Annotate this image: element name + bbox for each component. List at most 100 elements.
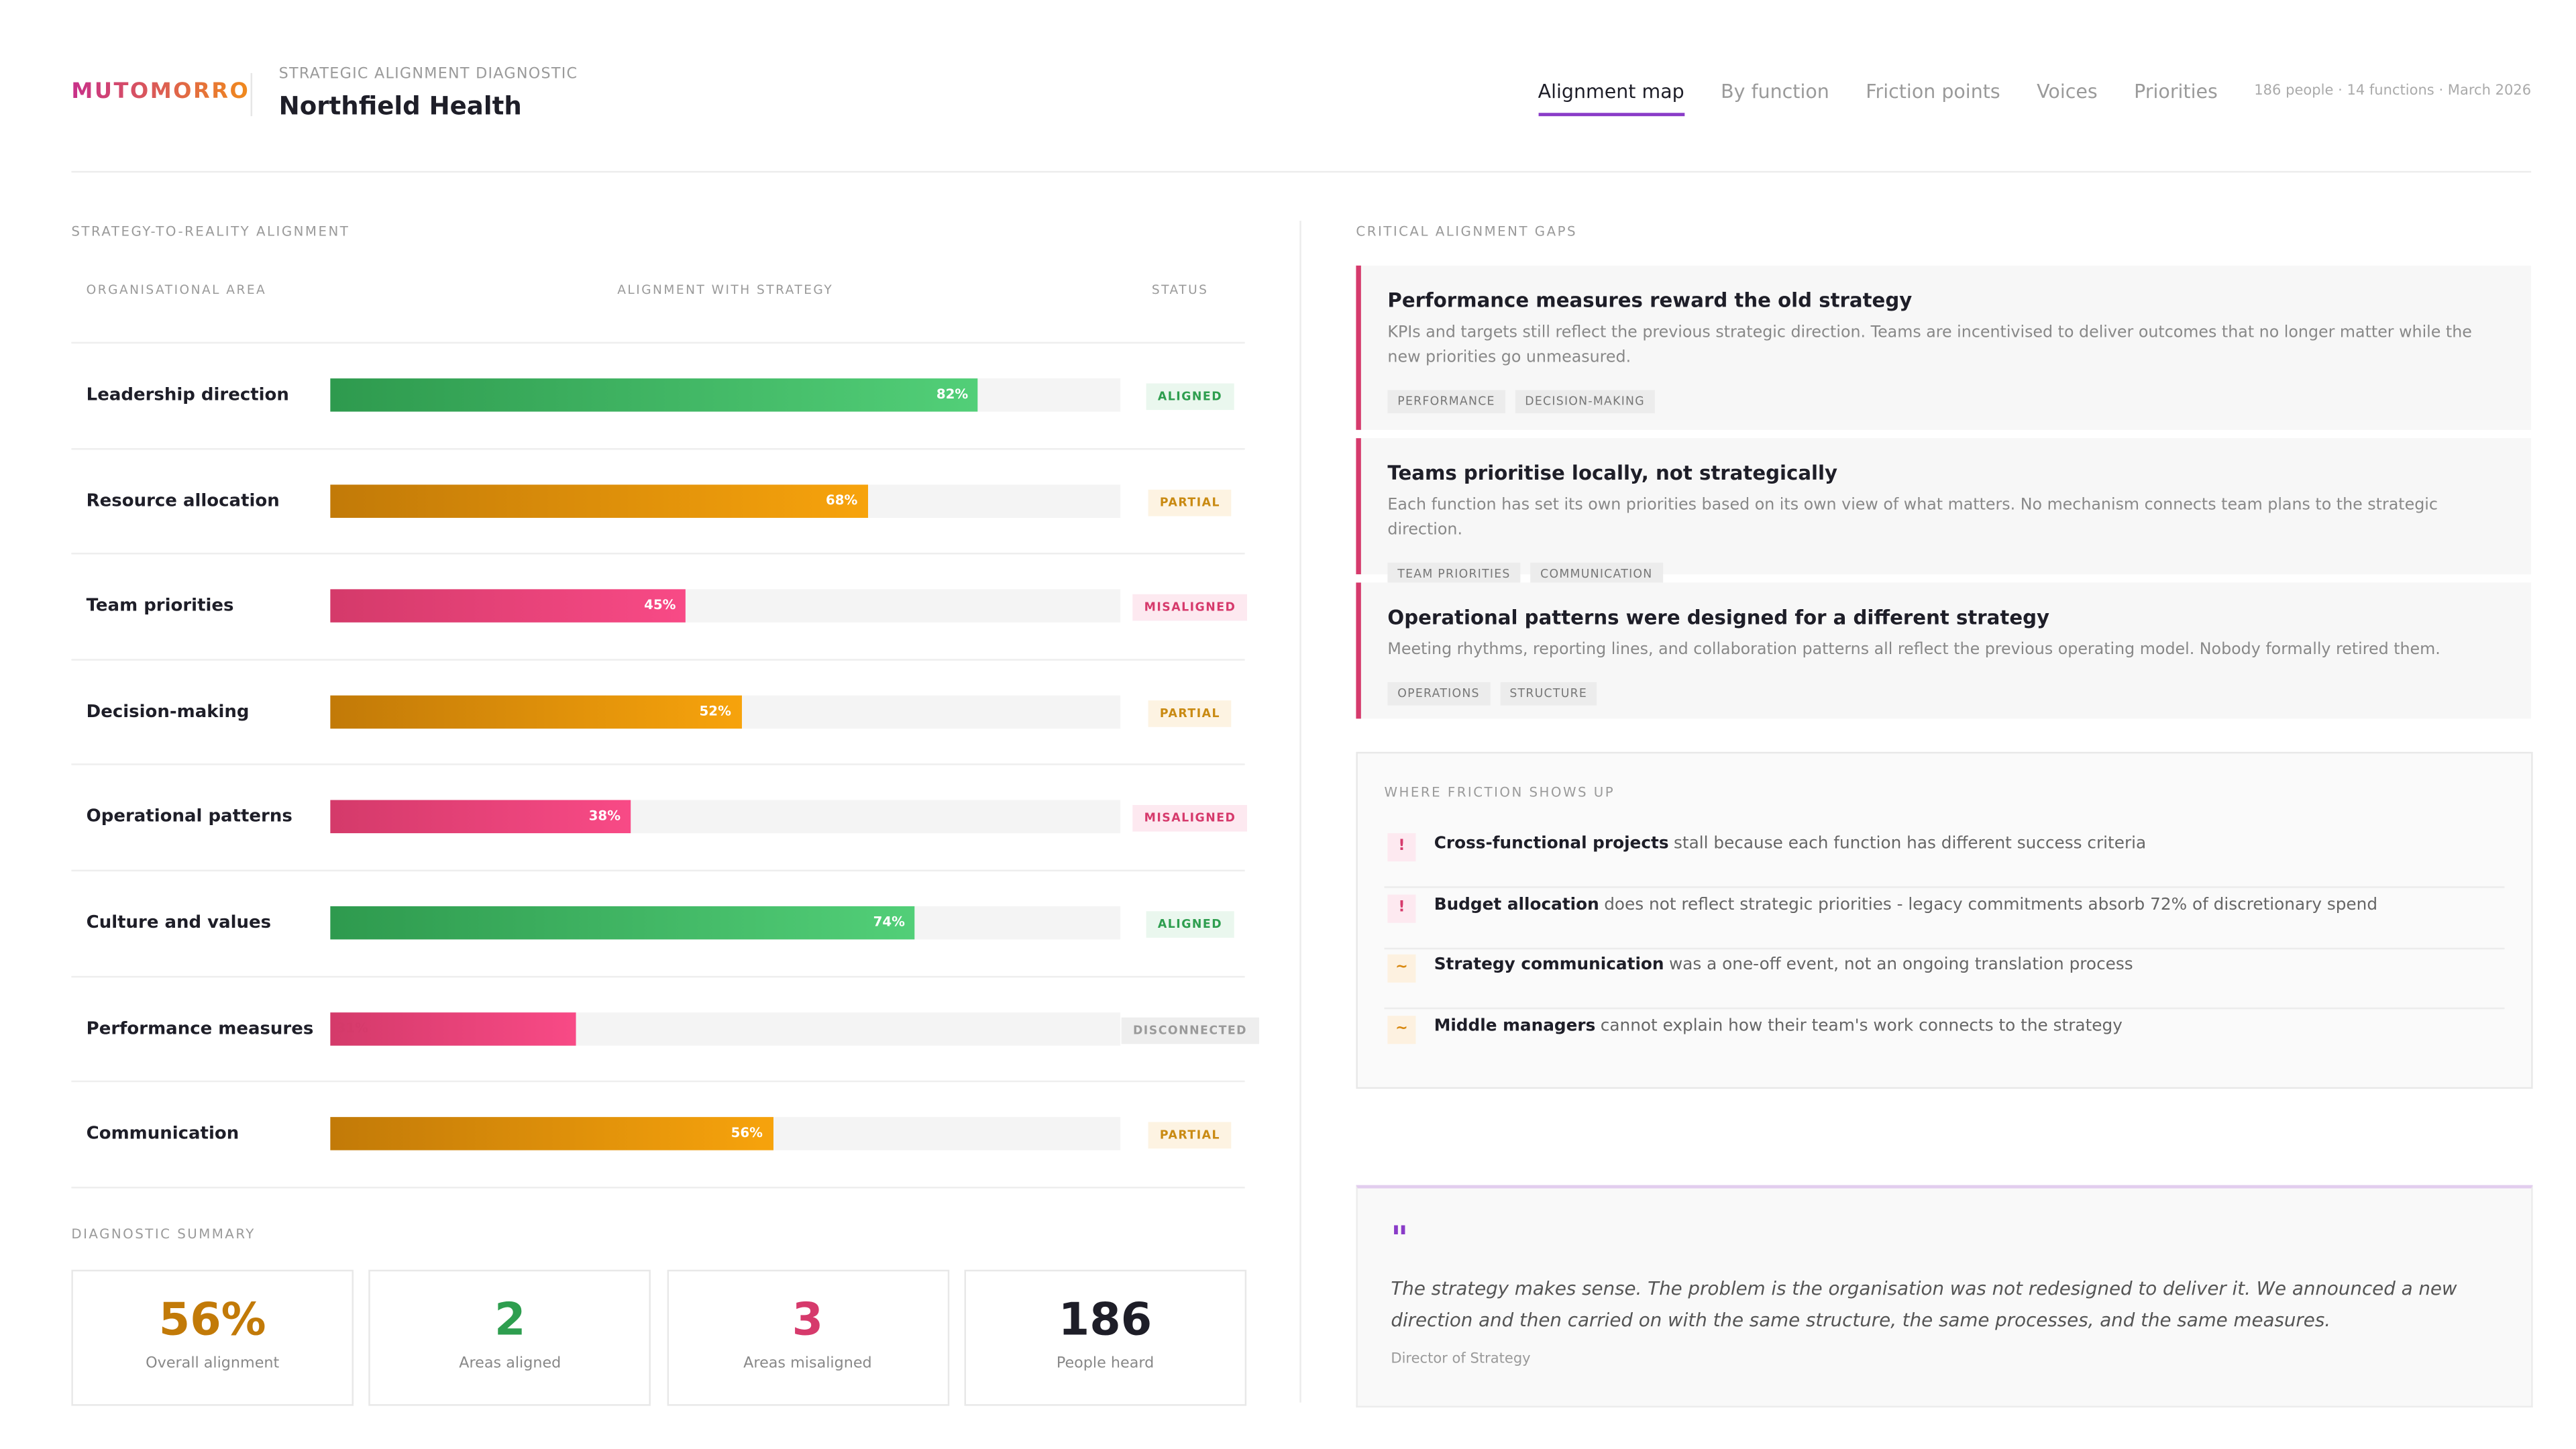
logo: MUTOMORRO [71, 79, 250, 105]
bar-track: 56% [330, 1117, 1121, 1151]
bar-track: 31% [330, 1012, 1121, 1045]
alignment-row: Performance measures 31% DISCONNECTED [71, 975, 1259, 1081]
alignment-row: Culture and values 74% ALIGNED [71, 869, 1245, 975]
quote-author: Director of Strategy [1391, 1350, 1531, 1368]
status-badge: ALIGNED [1146, 911, 1234, 938]
nav-tab[interactable]: Alignment map [1538, 80, 1685, 117]
bar-track: 52% [330, 695, 1121, 729]
card-value: 2 [494, 1294, 526, 1346]
tag: DECISION-MAKING [1515, 390, 1655, 414]
card-label: Areas aligned [459, 1356, 561, 1373]
org-title: Northfield Health [278, 91, 522, 121]
nav-tab[interactable]: By function [1721, 79, 1829, 103]
value-label: 52% [699, 703, 731, 718]
value-label: 82% [936, 386, 969, 402]
friction-rest: cannot explain how their team's work con… [1600, 1017, 2123, 1036]
tag: STRUCTURE [1499, 682, 1597, 706]
bar: 45% [330, 589, 686, 623]
bar: 31% [330, 1012, 576, 1045]
bar: 38% [330, 800, 631, 835]
bar: 56% [330, 1117, 773, 1151]
gap-body: Performance measures reward the old stra… [1361, 266, 2531, 414]
quote-text: The strategy makes sense. The problem is… [1391, 1278, 2457, 1332]
gap-card: Performance measures reward the old stra… [1356, 265, 2532, 430]
value-label: 31% [336, 1020, 368, 1035]
summary-card: 2 Areas aligned [369, 1269, 651, 1406]
bar-track: 82% [330, 378, 1121, 412]
alignment-row: Resource allocation 68% PARTIAL [71, 447, 1245, 553]
friction-strong: Middle managers [1434, 1017, 1596, 1036]
bar: 68% [330, 484, 868, 517]
bar: 52% [330, 695, 741, 729]
nav: Alignment map By function Friction points V… [1501, 79, 2531, 117]
friction-rest: stall because each function has differen… [1673, 835, 2147, 853]
card-value: 186 [1058, 1294, 1152, 1346]
row-label: Communication [86, 1124, 239, 1144]
gap-tags: TEAM PRIORITIES COMMUNICATION [1387, 553, 2504, 586]
status-badge: ALIGNED [1146, 383, 1234, 411]
row-label: Operational patterns [86, 807, 292, 828]
friction-item: ~ Middle managers cannot explain how their… [1384, 1009, 2504, 1069]
card-label: Areas misaligned [743, 1356, 872, 1373]
card-value: 3 [792, 1294, 824, 1346]
bar: 82% [330, 378, 979, 412]
card-label: People heard [1056, 1356, 1155, 1373]
section-title: WHERE FRICTION SHOWS UP [1384, 785, 1615, 800]
status-badge: MISALIGNED [1132, 805, 1248, 833]
section-title: STRATEGY-TO-REALITY ALIGNMENT [71, 224, 350, 239]
section-title: DIAGNOSTIC SUMMARY [71, 1226, 256, 1242]
bar-track: 38% [330, 800, 1121, 835]
nav-tab[interactable]: Priorities [2134, 79, 2218, 103]
status-badge: DISCONNECTED [1121, 1016, 1259, 1044]
section-title: CRITICAL ALIGNMENT GAPS [1356, 224, 1578, 239]
gap-body: Operational patterns were designed for a… [1361, 582, 2531, 706]
friction-strong: Strategy communication [1434, 956, 1664, 975]
bar-track: 45% [330, 589, 1121, 623]
value-label: 38% [588, 808, 621, 824]
tag: COMMUNICATION [1530, 562, 1663, 586]
quote-panel: " The strategy makes sense. The problem … [1356, 1185, 2533, 1408]
gap-title: Teams prioritise locally, not strategica… [1387, 461, 1838, 485]
card-value: 56% [158, 1294, 266, 1346]
gap-text: KPIs and targets still reflect the previ… [1387, 323, 2472, 367]
tag: TEAM PRIORITIES [1387, 562, 1521, 586]
status-badge: PARTIAL [1148, 700, 1232, 727]
row-label: Performance measures [86, 1018, 314, 1038]
gap-title: Operational patterns were designed for a… [1387, 606, 2050, 629]
summary-card: 56% Overall alignment [71, 1269, 354, 1406]
nav-tab[interactable]: Friction points [1866, 79, 2000, 103]
row-label: Decision-making [86, 702, 250, 722]
status-badge: PARTIAL [1148, 488, 1232, 516]
bar: 74% [330, 906, 915, 940]
friction-rest: was a one-off event, not an ongoing tran… [1668, 956, 2133, 975]
tag: OPERATIONS [1387, 682, 1490, 706]
quote-mark: " [1391, 1218, 1409, 1258]
alignment-row: Communication 56% PARTIAL [71, 1081, 1245, 1187]
bar-track: 74% [330, 906, 1121, 940]
gap-text: Each function has set its own priorities… [1387, 496, 2438, 540]
friction-rest: does not reflect strategic priorities - … [1604, 896, 2378, 914]
status-badge: MISALIGNED [1132, 594, 1248, 621]
gap-text: Meeting rhythms, reporting lines, and co… [1387, 641, 2440, 659]
friction-icon: ~ [1387, 1015, 1416, 1044]
friction-item: ! Budget allocation does not reflect strat… [1384, 888, 2505, 949]
gap-body: Teams prioritise locally, not strategica… [1361, 438, 2531, 586]
gap-title: Performance measures reward the old stra… [1387, 288, 1913, 313]
friction-item: ~ Strategy communication was a one-off eve… [1384, 948, 2505, 1010]
friction-icon: ~ [1387, 955, 1416, 983]
rule [71, 170, 2532, 173]
friction-icon: ! [1387, 833, 1416, 862]
value-label: 74% [873, 914, 906, 930]
eyebrow: STRATEGIC ALIGNMENT DIAGNOSTIC [278, 66, 578, 83]
alignment-row: Operational patterns 38% MISALIGNED [71, 764, 1248, 870]
nav-tab[interactable]: Voices [2037, 79, 2098, 103]
value-label: 56% [731, 1125, 763, 1141]
row-label: Culture and values [86, 912, 272, 933]
friction-text: Cross-functional projects stall because e… [1434, 835, 2146, 853]
row-label: Team priorities [86, 596, 234, 616]
friction-icon: ! [1387, 894, 1416, 922]
friction-panel: WHERE FRICTION SHOWS UP ! Cross-functiona… [1356, 751, 2533, 1089]
value-label: 68% [825, 492, 858, 508]
